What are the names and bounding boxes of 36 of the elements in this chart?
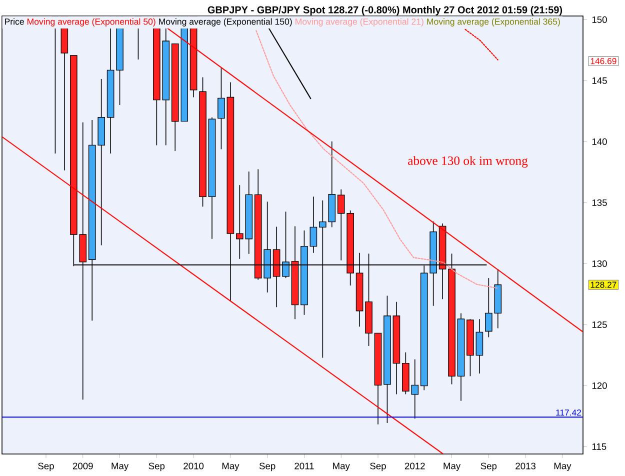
text: Moving average (Exponential 21) — [296, 18, 424, 27]
candlestick — [476, 318, 484, 374]
y-tick-label: 130 — [592, 260, 607, 268]
x-tick-label: Sep — [259, 462, 276, 472]
x-tick-label: 2011 — [294, 462, 314, 470]
text: Moving average (Exponential 50) — [28, 18, 156, 27]
x-tick-label: Sep — [38, 462, 54, 472]
candlestick — [310, 196, 318, 254]
x-tick-label: Sep — [148, 462, 165, 472]
y-tick-label: 120 — [592, 382, 607, 390]
text: 128.27 — [590, 282, 616, 288]
legend-label: Moving average (Exponential 150) — [159, 18, 292, 27]
text: 146.69 — [590, 58, 616, 64]
y-tick-label: 140 — [592, 138, 607, 146]
chart-title: GBPJPY - GBP/JPY Spot 128.27 (-0.80%) Monthly 27 Oct 2012 01:59 (21:59) — [208, 6, 562, 16]
x-tick-label: May — [112, 462, 129, 472]
x-tick-label: 2009 — [72, 462, 93, 470]
x-tick-label: May — [222, 462, 240, 472]
x-tick-label: May — [444, 462, 461, 472]
ref-line-label: 117.42 — [556, 410, 581, 416]
y-tick-label: 150 — [592, 16, 607, 24]
y-tick-label: 125 — [592, 322, 607, 328]
candlestick — [218, 68, 225, 150]
y-tick-label: 135 — [592, 200, 607, 206]
annotation: above 130 ok im wrong — [408, 156, 528, 168]
x-tick-label: 2010 — [184, 462, 204, 470]
y-tick-label: 115 — [592, 444, 606, 450]
x-tick-label: May — [554, 462, 572, 472]
legend-title: Price — [5, 18, 24, 25]
x-tick-label: 2012 — [404, 462, 425, 470]
x-tick-label: 2013 — [516, 462, 536, 470]
y-tick-label: 145 — [592, 78, 607, 84]
x-tick-label: Sep — [480, 462, 497, 472]
x-tick-label: May — [333, 462, 350, 472]
legend-label: Moving average (Exponential 365) — [427, 18, 560, 27]
x-tick-label: Sep — [370, 462, 386, 472]
